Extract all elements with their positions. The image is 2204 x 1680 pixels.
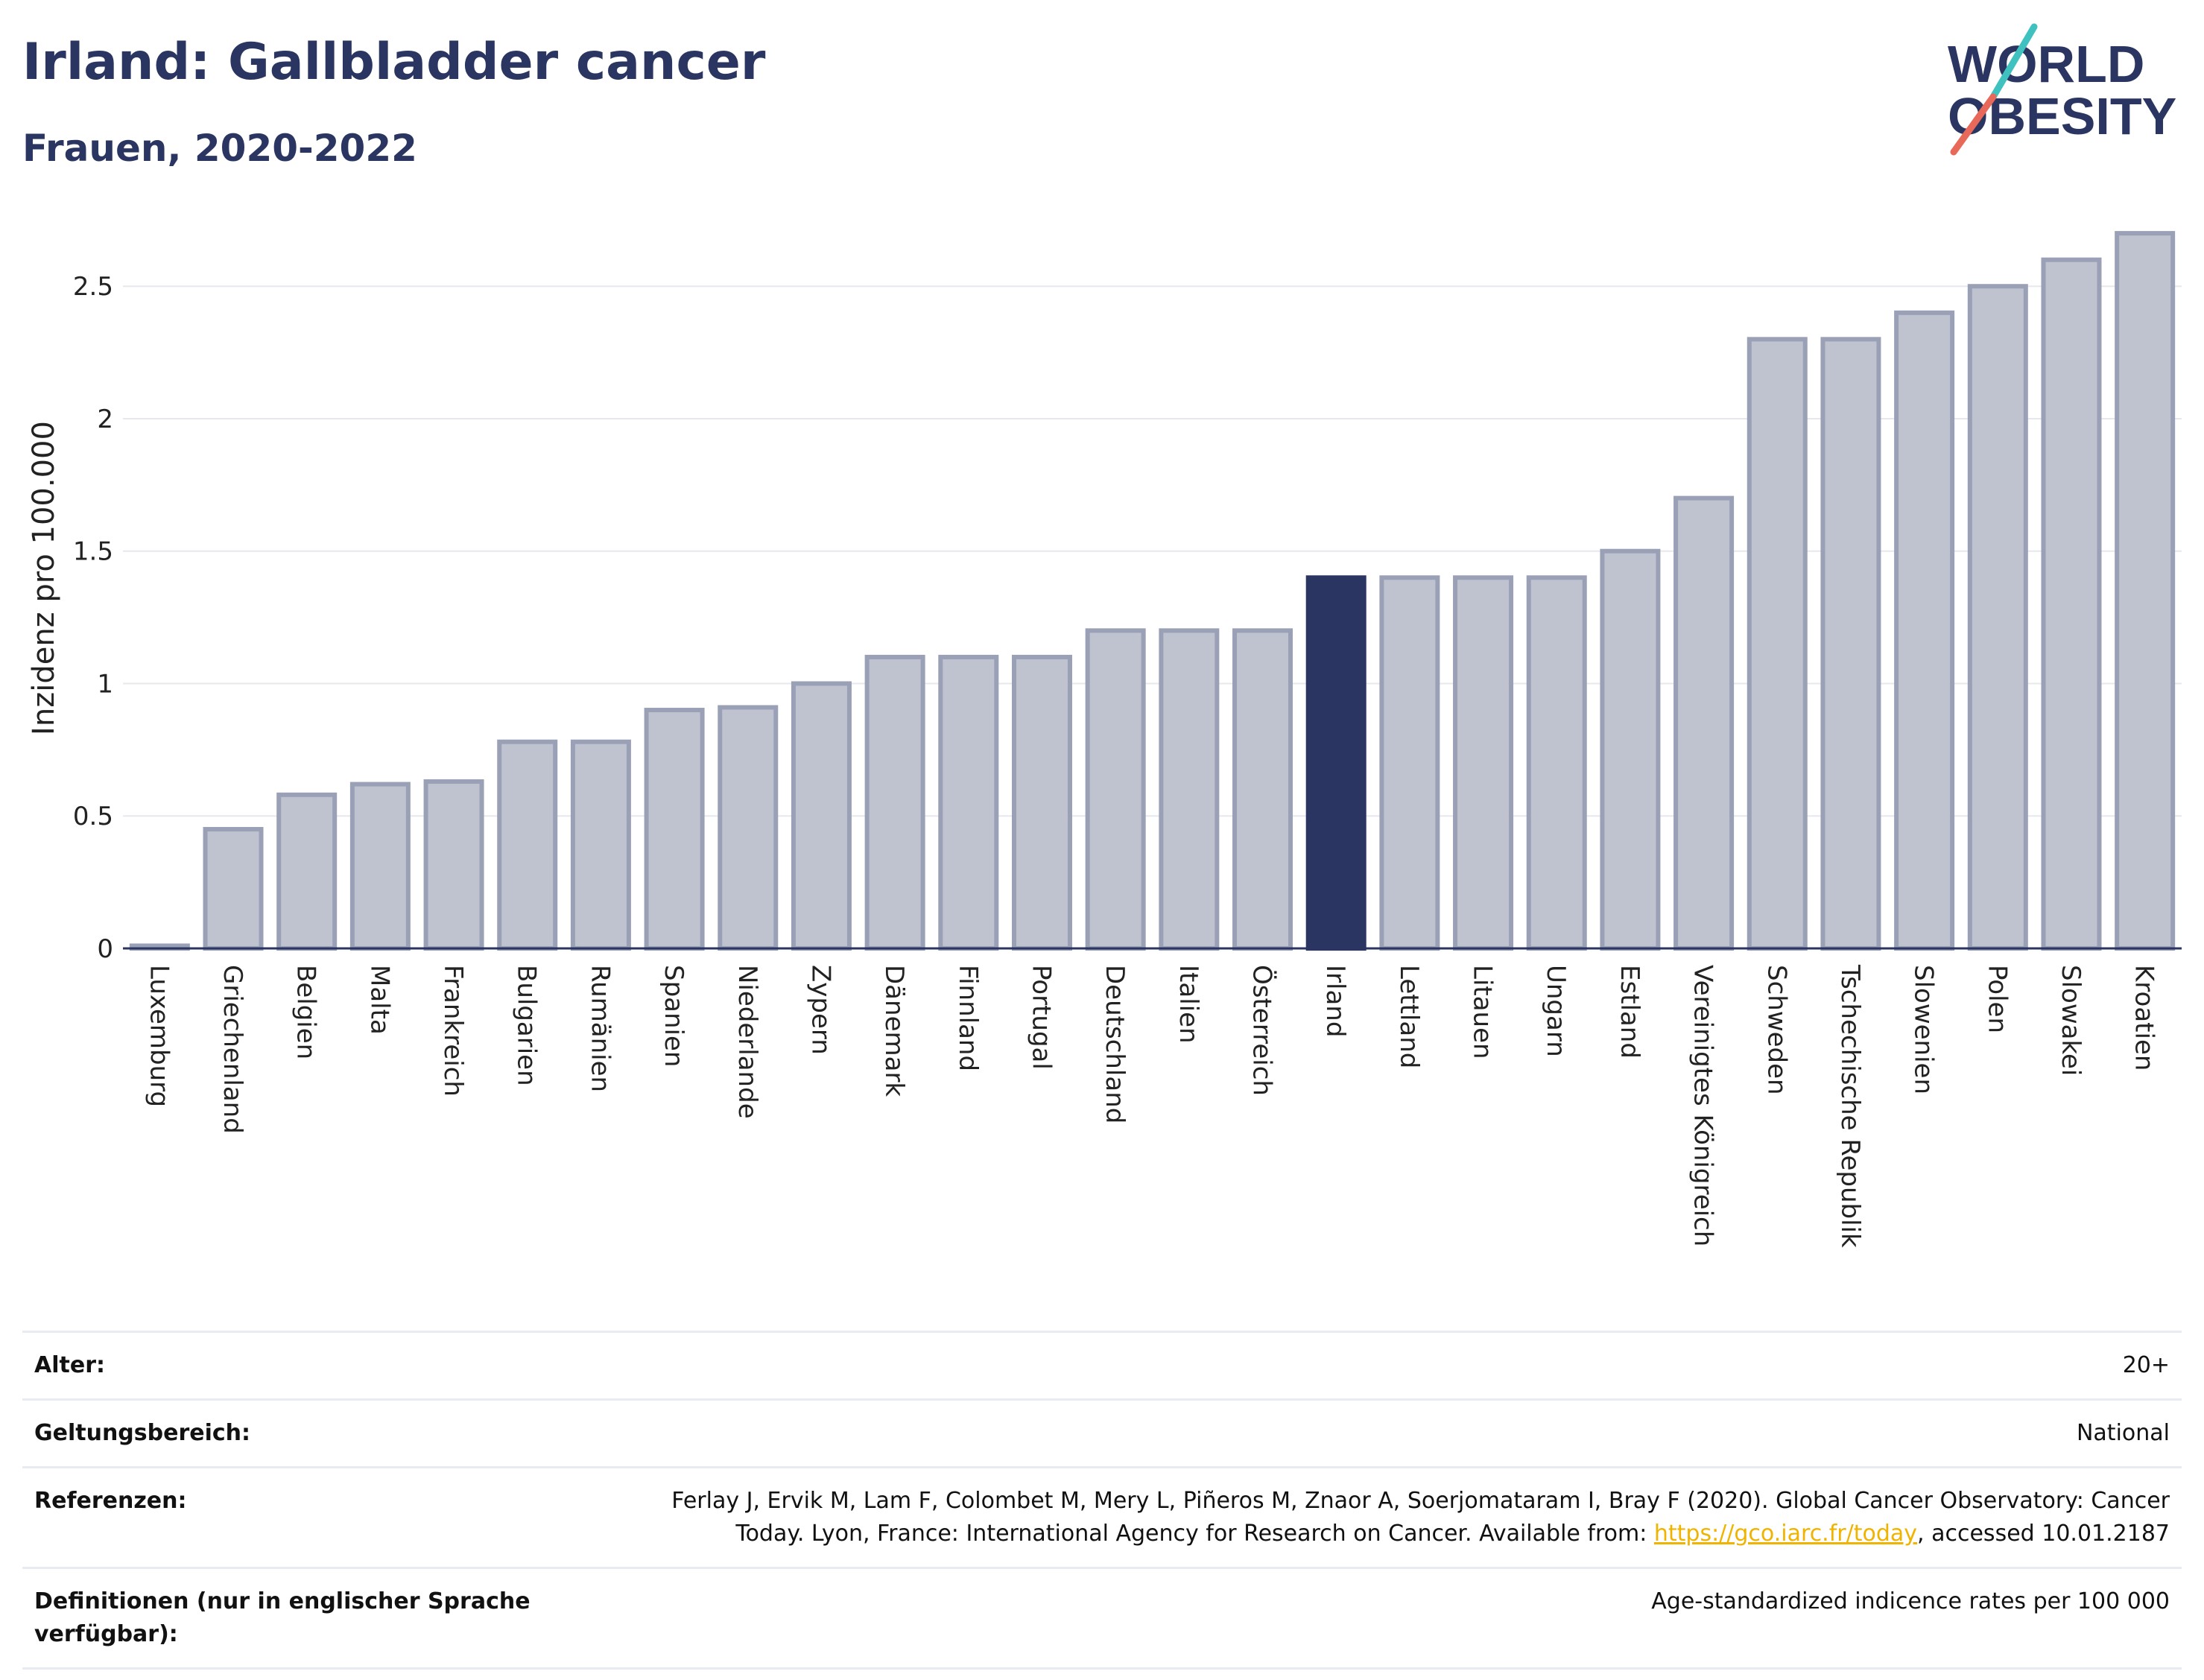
bar-tschechische-republik[interactable] [1820,337,1881,951]
y-tick-label: 0 [97,934,113,964]
bar-niederlande[interactable] [718,705,779,951]
x-tick-label: Luxemburg [144,965,174,1107]
x-tick-label: Polen [1982,965,2012,1033]
x-tick-label: Malta [364,965,394,1035]
bar-slowenien[interactable] [1894,310,1955,951]
x-tick-label: Belgien [291,965,321,1059]
meta-value: National [2076,1420,2170,1446]
bar-polen[interactable] [1967,284,2028,951]
meta-row-references: Referenzen: Ferlay J, Ervik M, Lam F, Co… [22,1466,2182,1567]
x-tick-label: Dänemark [879,965,909,1097]
x-tick-label: Lettland [1394,965,1424,1068]
bar-belgien[interactable] [276,792,338,951]
meta-key: Geltungsbereich: [34,1420,251,1446]
meta-row-scope: Geltungsbereich: National [22,1398,2182,1466]
x-tick-label: Slowakei [2056,965,2086,1076]
x-tick-label: Litauen [1468,965,1498,1059]
bar-malta[interactable] [349,782,411,951]
bar-deutschland[interactable] [1085,628,1146,951]
x-tick-label: Deutschland [1100,965,1130,1123]
world-obesity-logo: WORLD OBESITY [1948,23,2176,156]
x-tick-label: Niederlande [732,965,762,1119]
x-tick-labels: Luxemburg Griechenland Belgien Malta Frankre… [144,964,2159,1248]
meta-row-age: Alter: 20+ [22,1331,2182,1398]
meta-value: Age-standardized indicence rates per 100… [1651,1588,2170,1614]
bar-bulgarien[interactable] [497,739,558,951]
bar-finnland[interactable] [938,654,999,951]
x-tick-label: Finnland [953,965,983,1071]
reference-text: Ferlay J, Ervik M, Lam F, Colombet M, Me… [671,1488,2170,1547]
x-tick-label: Schweden [1761,965,1791,1095]
meta-value: 20+ [2122,1352,2170,1378]
meta-row-definitions: Definitionen (nur in englischer Sprache … [22,1567,2182,1670]
bar-spanien[interactable] [644,708,705,951]
x-tick-label: Frankreich [438,965,468,1097]
x-tick-label: Bulgarien [512,965,542,1086]
bar-schweden[interactable] [1747,337,1808,951]
bar-frankreich[interactable] [423,779,484,951]
bar-litauen[interactable] [1453,575,1514,951]
x-tick-label: Vereinigtes Königreich [1688,965,1718,1246]
bar-portugal[interactable] [1011,654,1072,951]
reference-accessed: , accessed 10.01.2187 [1917,1521,2170,1547]
bar-slowakei[interactable] [2041,257,2102,951]
bar-kroatien[interactable] [2115,231,2176,951]
x-tick-label: Slowenien [1909,965,1939,1094]
meta-key: Alter: [34,1352,105,1378]
x-tick-label: Kroatien [2129,965,2159,1071]
bar-rumänien[interactable] [570,739,631,951]
bar-italien[interactable] [1159,628,1220,951]
y-axis-label: Inzidenz pro 100.000 [27,421,61,735]
reference-link[interactable]: https://gco.iarc.fr/today [1653,1521,1918,1547]
y-tick-label: 2 [97,405,113,434]
x-tick-label: Spanien [659,965,688,1067]
y-tick-labels: 0 0.5 1 1.5 2 2.5 [73,272,113,964]
x-tick-label: Italien [1174,965,1203,1044]
bar-ungarn[interactable] [1526,575,1587,951]
x-tick-label: Zypern [805,965,835,1055]
x-tick-label: Tschechische Republik [1835,964,1865,1248]
logo-slash-teal [1989,23,2038,101]
meta-value: Ferlay J, Ervik M, Lam F, Colombet M, Me… [605,1485,2170,1550]
logo-line2: OBESITY [1948,87,2176,145]
logo-line1: WORLD [1948,35,2144,93]
y-tick-label: 1 [97,669,113,699]
bar-griechenland[interactable] [203,827,264,951]
meta-key: Referenzen: [34,1488,187,1514]
y-tick-label: 0.5 [73,802,113,831]
x-tick-label: Irland [1320,965,1350,1037]
bar-vereinigtes-königreich[interactable] [1673,495,1735,951]
bar-irland[interactable] [1305,575,1367,951]
bar-österreich[interactable] [1232,628,1293,951]
x-tick-label: Rumänien [585,965,615,1092]
x-tick-label: Portugal [1026,965,1056,1070]
x-tick-label: Estland [1615,965,1644,1059]
x-tick-label: Griechenland [218,965,247,1134]
bar-dänemark[interactable] [864,654,925,951]
x-tick-label: Ungarn [1541,965,1571,1057]
chart-subtitle: Frauen, 2020-2022 [22,127,417,170]
metadata-table: Alter: 20+ Geltungsbereich: National Ref… [22,1331,2182,1670]
y-tick-label: 2.5 [73,272,113,302]
bar-estland[interactable] [1600,548,1661,951]
x-tick-label: Österreich [1247,965,1278,1096]
logo-slash-red [1950,93,1997,156]
chart-title: Irland: Gallbladder cancer [22,33,766,92]
bars [129,231,2176,951]
bar-lettland[interactable] [1379,575,1440,951]
bar-chart: 0 0.5 1 1.5 2 2.5 Luxemburg Griechenland Belgie… [27,231,2182,1248]
meta-key: Definitionen (nur in englischer Sprache … [34,1588,531,1647]
bar-zypern[interactable] [791,681,852,951]
y-tick-label: 1.5 [73,537,113,567]
